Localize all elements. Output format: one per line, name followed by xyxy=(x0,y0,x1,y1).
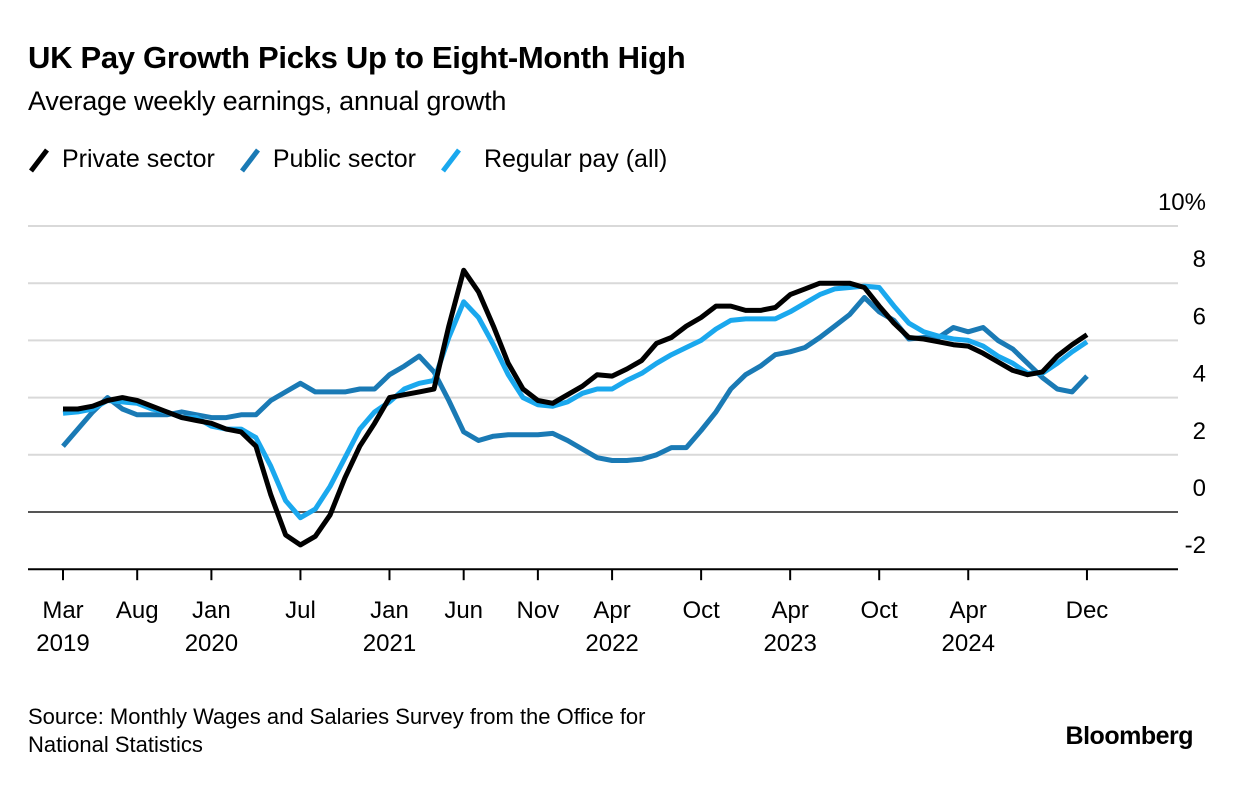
y-tick-label: 0 xyxy=(1193,475,1206,502)
x-tick-label-month: Jan xyxy=(192,597,231,624)
source-note: Source: Monthly Wages and Salaries Surve… xyxy=(28,703,646,759)
x-tick-label-year: 2019 xyxy=(36,630,89,657)
x-tick-label-year: 2020 xyxy=(185,630,238,657)
gridlines xyxy=(28,225,1178,571)
x-axis: Mar 2019 Aug Jan 2020 Jul Jan 2021 Jun Nov Apr 2022… xyxy=(36,569,1108,657)
y-tick-label: 10% xyxy=(1158,189,1206,216)
x-tick-label-month: Jul xyxy=(285,597,316,624)
series-lines xyxy=(61,267,1089,548)
chart-title: UK Pay Growth Picks Up to Eight-Month Hi… xyxy=(28,40,686,75)
x-tick-label-year: 2021 xyxy=(363,630,416,657)
y-tick-label: -2 xyxy=(1185,532,1206,559)
x-tick-label-month: Mar xyxy=(42,597,83,624)
legend-item-regular-pay: Regular pay (all) xyxy=(440,145,667,174)
x-tick-label-month: Apr xyxy=(950,597,987,624)
x-tick-label-month: Apr xyxy=(593,597,630,624)
legend-item-public-sector: Public sector xyxy=(239,145,416,174)
x-tick-label-month: Oct xyxy=(861,597,899,624)
x-tick-label-month: Aug xyxy=(116,597,159,624)
x-tick-label-month: Dec xyxy=(1066,597,1109,624)
legend: Private sector Public sector Regular pay… xyxy=(28,145,691,174)
legend-label-private-sector: Private sector xyxy=(62,145,215,173)
series-line-regular-pay-all xyxy=(62,283,1089,521)
x-tick-label-month: Apr xyxy=(771,597,808,624)
y-tick-label: 4 xyxy=(1193,361,1206,388)
x-tick-label-year: 2023 xyxy=(763,630,816,657)
y-tick-label: 8 xyxy=(1193,246,1206,273)
legend-item-private-sector: Private sector xyxy=(28,145,215,174)
x-tick-label-month: Jan xyxy=(370,597,409,624)
x-tick-label-month: Jun xyxy=(444,597,483,624)
source-line-2: National Statistics xyxy=(28,732,203,757)
source-line-1: Source: Monthly Wages and Salaries Surve… xyxy=(28,704,646,729)
legend-swatch-public-sector xyxy=(239,146,261,174)
chart-subtitle: Average weekly earnings, annual growth xyxy=(28,86,507,116)
legend-label-regular-pay: Regular pay (all) xyxy=(483,145,668,173)
y-axis-labels: 10% 8 6 4 2 0 -2 xyxy=(1158,189,1206,559)
y-tick-label: 6 xyxy=(1193,303,1206,330)
series-line-private-sector xyxy=(63,267,1089,548)
bloomberg-logo: Bloomberg xyxy=(1065,722,1194,750)
legend-swatch-private-sector xyxy=(28,146,50,174)
x-tick-label-year: 2022 xyxy=(585,630,638,657)
x-tick-label-month: Oct xyxy=(682,597,720,624)
series-line-public-sector xyxy=(61,295,1089,463)
legend-label-public-sector: Public sector xyxy=(272,145,416,173)
y-tick-label: 2 xyxy=(1193,418,1206,445)
legend-swatch-regular-pay xyxy=(440,146,462,174)
x-tick-label-year: 2024 xyxy=(942,630,995,657)
x-tick-label-month: Nov xyxy=(517,597,560,624)
